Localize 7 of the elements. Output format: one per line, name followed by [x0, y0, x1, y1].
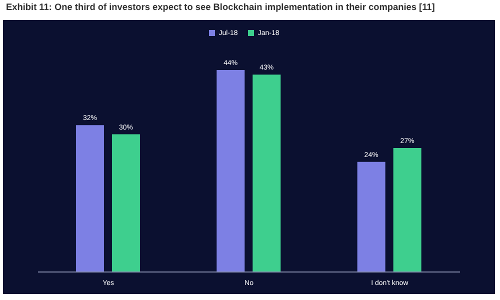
bar [112, 134, 140, 272]
bar [252, 74, 281, 272]
chart-title: Exhibit 11: One third of investors expect to see Blockchain implementation in their companies [11] [6, 2, 435, 12]
bar [357, 162, 386, 272]
bar [216, 70, 245, 272]
bar [76, 125, 104, 272]
bar [393, 148, 422, 272]
